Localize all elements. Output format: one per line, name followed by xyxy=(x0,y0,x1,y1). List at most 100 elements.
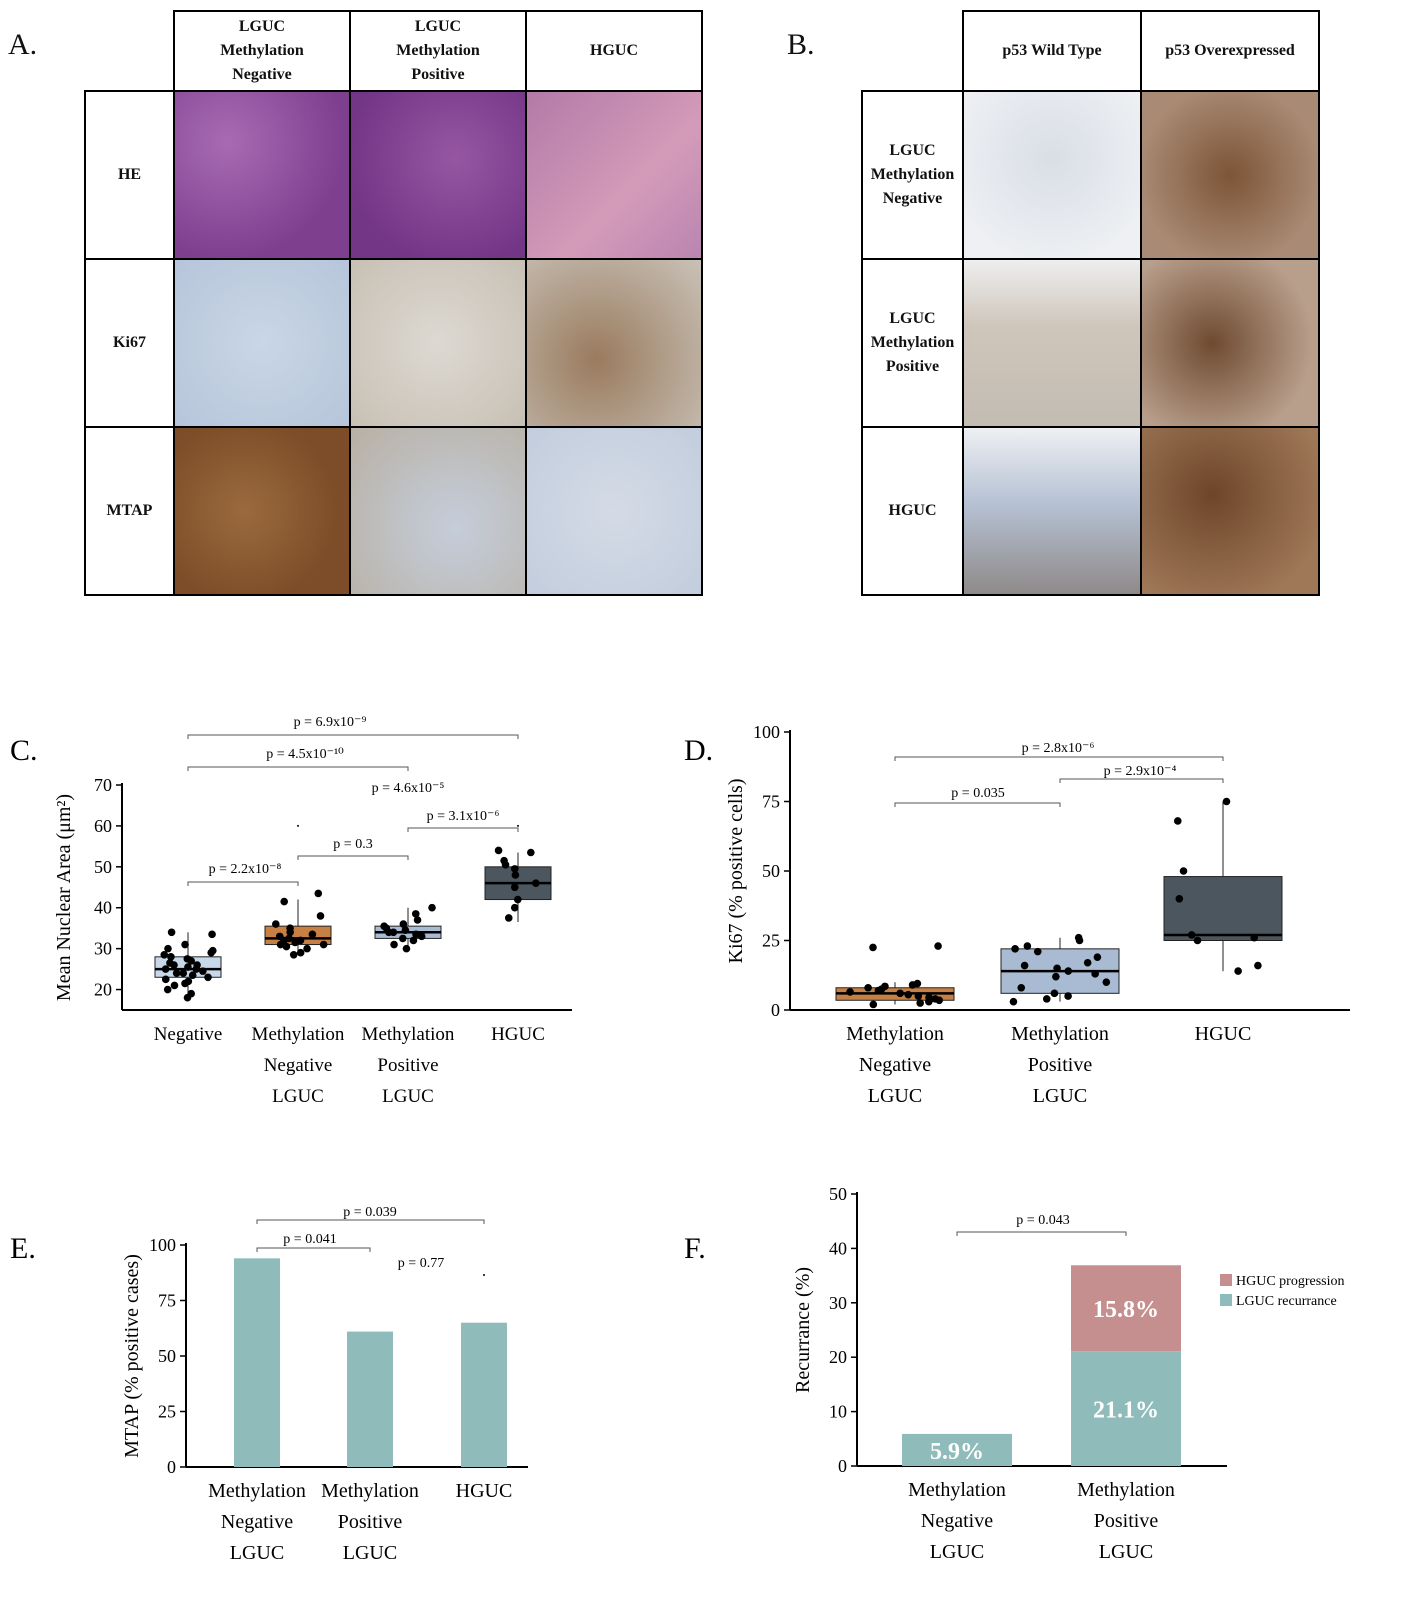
data-point xyxy=(500,856,508,865)
y-axis-title: MTAP (% positive cases) xyxy=(121,1254,143,1458)
stacked-bar-segment xyxy=(1071,1351,1181,1466)
data-point xyxy=(208,930,216,939)
data-point xyxy=(934,942,942,950)
data-point xyxy=(1009,997,1018,1006)
p-value-label: p = 0.043 xyxy=(1016,1213,1069,1228)
bar xyxy=(234,1258,280,1467)
panel-b-row-header: LGUC Methylation Positive xyxy=(861,258,964,428)
panel-a-col-header: HGUC xyxy=(525,10,703,92)
micrograph-p53-wt-hguc xyxy=(962,426,1142,596)
data-point xyxy=(913,979,922,988)
panel-b-image-grid: p53 Wild Type p53 Overexpressed LGUC Met… xyxy=(861,10,1320,596)
segment-data-label: 15.8% xyxy=(1093,1297,1159,1323)
data-point xyxy=(914,992,923,1000)
x-category-label: LGUC xyxy=(272,1086,324,1107)
panel-a-row-header: MTAP xyxy=(84,426,175,596)
y-tick-label: 20 xyxy=(94,980,112,1000)
x-category-label: Positive xyxy=(1028,1054,1093,1076)
data-point xyxy=(204,973,212,982)
outlier-point xyxy=(517,824,519,827)
y-tick-label: 0 xyxy=(838,1456,847,1476)
significance-bracket xyxy=(256,1219,485,1224)
data-point xyxy=(167,928,176,937)
data-point xyxy=(1175,895,1184,903)
x-category-label: Positive xyxy=(1094,1510,1159,1532)
y-tick-label: 75 xyxy=(158,1291,176,1311)
micrograph-p53-wt-meth-positive xyxy=(962,258,1142,428)
x-category-label: Negative xyxy=(859,1054,931,1076)
y-tick-label: 30 xyxy=(94,939,112,959)
p-value-label: p = 2.2x10⁻⁸ xyxy=(209,862,282,877)
data-point xyxy=(275,932,284,941)
x-category-label: LGUC xyxy=(382,1086,434,1107)
p-value-label: p = 0.77 xyxy=(398,1256,444,1271)
p-value-label: p = 0.3 xyxy=(333,837,372,852)
y-tick-label: 25 xyxy=(158,1402,176,1422)
data-point xyxy=(1093,953,1102,961)
data-point xyxy=(1017,983,1026,992)
y-tick-label: 50 xyxy=(829,1184,847,1204)
x-category-label: LGUC xyxy=(1099,1541,1153,1563)
data-point xyxy=(285,934,293,943)
x-category-label: Positive xyxy=(338,1511,403,1533)
x-category-label: LGUC xyxy=(868,1085,922,1107)
panel-label: C. xyxy=(10,734,38,767)
data-point xyxy=(187,989,196,998)
data-point xyxy=(1083,958,1092,967)
data-point xyxy=(188,971,197,980)
data-point xyxy=(289,950,298,959)
y-tick-label: 50 xyxy=(762,861,780,881)
data-point xyxy=(925,993,933,1002)
significance-bracket xyxy=(187,881,299,886)
data-point xyxy=(510,883,519,892)
data-point xyxy=(272,920,280,928)
data-point xyxy=(389,928,398,937)
data-point xyxy=(1023,942,1032,950)
data-point xyxy=(494,846,503,855)
panel-b-row-header-text: LGUC Methylation Positive xyxy=(870,310,955,375)
panel-a-col-header-text: LGUC Methylation Negative xyxy=(220,18,304,83)
significance-bracket xyxy=(187,766,409,771)
outlier-point xyxy=(483,1274,485,1276)
data-point xyxy=(164,944,172,953)
panel-a-col-header-text: LGUC Methylation Positive xyxy=(396,18,480,83)
data-point xyxy=(846,988,854,996)
x-category-label: Positive xyxy=(377,1055,438,1076)
x-category-label: Methylation xyxy=(252,1024,345,1045)
y-axis-title: Mean Nuclear Area (μm²) xyxy=(53,794,75,1001)
panel-a-row-header: HE xyxy=(84,90,175,260)
micrograph-ki67-meth-positive xyxy=(349,258,527,428)
y-tick-label: 25 xyxy=(762,931,780,951)
data-point xyxy=(1011,945,1019,953)
data-point xyxy=(199,967,207,975)
data-point xyxy=(161,975,170,984)
data-point xyxy=(1250,933,1259,942)
data-point xyxy=(181,940,189,949)
legend-label: LGUC recurrance xyxy=(1236,1294,1337,1309)
data-point xyxy=(513,895,522,904)
significance-bracket xyxy=(1059,778,1224,783)
x-category-label: Negative xyxy=(221,1511,293,1533)
data-point xyxy=(319,940,328,949)
panel-b-row-header-text: HGUC xyxy=(888,502,937,519)
panel-b-row-header: LGUC Methylation Negative xyxy=(861,90,964,260)
x-category-label: Methylation xyxy=(1077,1479,1175,1501)
data-point xyxy=(401,926,410,935)
bar xyxy=(461,1322,507,1467)
x-category-label: HGUC xyxy=(456,1480,513,1502)
micrograph-he-meth-negative xyxy=(173,90,351,260)
data-point xyxy=(314,889,323,898)
data-point xyxy=(931,995,940,1003)
micrograph-p53-wt-meth-negative xyxy=(962,90,1142,260)
y-tick-label: 50 xyxy=(94,857,112,877)
micrograph-ki67-hguc xyxy=(525,258,703,428)
data-point xyxy=(1091,970,1099,978)
box xyxy=(1163,876,1283,941)
significance-bracket xyxy=(956,1231,1127,1236)
panel-a-col-header-text: HGUC xyxy=(590,42,638,59)
panel-a-col-header: LGUC Methylation Positive xyxy=(349,10,527,92)
outlier-point xyxy=(297,824,299,827)
data-point xyxy=(184,963,192,971)
data-point xyxy=(402,944,411,953)
y-tick-label: 20 xyxy=(829,1347,847,1367)
